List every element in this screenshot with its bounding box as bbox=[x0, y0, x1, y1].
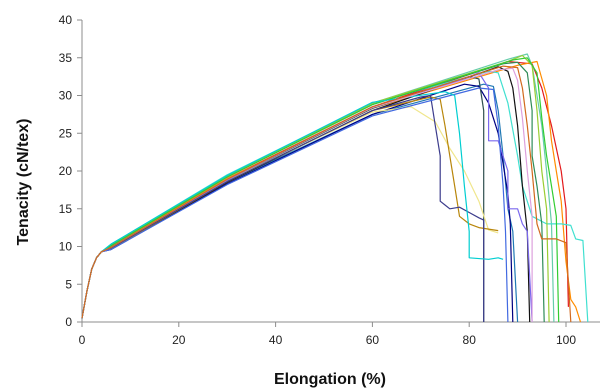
y-tick-label: 20 bbox=[59, 164, 73, 178]
y-tick-label: 15 bbox=[59, 202, 73, 216]
y-tick-label: 40 bbox=[59, 13, 73, 27]
series-line-13 bbox=[81, 54, 550, 323]
series-line-9 bbox=[81, 106, 499, 319]
y-tick-label: 5 bbox=[65, 277, 72, 291]
series-line-7 bbox=[81, 76, 485, 322]
x-tick-label: 100 bbox=[556, 333, 576, 347]
series-line-2 bbox=[81, 60, 582, 323]
x-tick-label: 40 bbox=[269, 333, 283, 347]
x-tick-label: 20 bbox=[172, 333, 186, 347]
y-tick-label: 30 bbox=[59, 89, 73, 103]
series-line-18 bbox=[81, 67, 533, 322]
x-tick-label: 80 bbox=[463, 333, 477, 347]
x-tick-label: 60 bbox=[366, 333, 380, 347]
series-line-8 bbox=[81, 66, 531, 323]
series-line-17 bbox=[81, 91, 504, 319]
series-line-14 bbox=[81, 57, 560, 323]
series-line-15 bbox=[81, 94, 485, 322]
x-tick-label: 0 bbox=[79, 333, 86, 347]
chart-axes: 0 5 10 15 20 25 30 35 40 0 20 40 60 80 100 bbox=[59, 13, 600, 347]
y-axis-title: Tenacity (cN/tex) bbox=[15, 119, 32, 246]
x-axis-title: Elongation (%) bbox=[274, 371, 386, 388]
y-tick-label: 35 bbox=[59, 51, 73, 65]
y-tick-label: 0 bbox=[65, 315, 72, 329]
series-line-5 bbox=[81, 83, 519, 323]
y-tick-label: 10 bbox=[59, 240, 73, 254]
series-line-19 bbox=[81, 65, 572, 323]
series-line-11 bbox=[81, 72, 533, 323]
series-lines bbox=[81, 53, 589, 323]
series-line-6 bbox=[81, 83, 514, 323]
y-tick-label: 25 bbox=[59, 126, 73, 140]
series-line-1 bbox=[81, 60, 569, 319]
